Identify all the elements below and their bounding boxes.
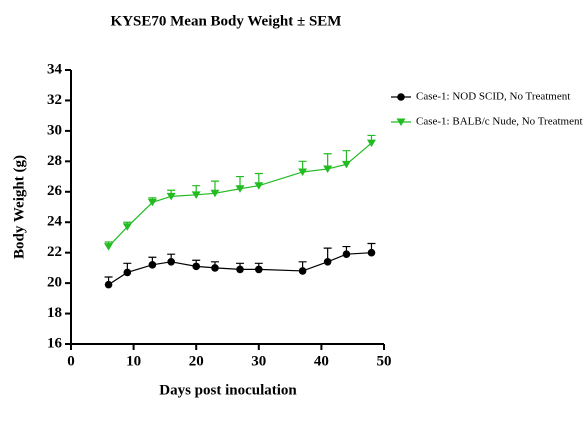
marker [254, 265, 263, 274]
y-tick-label: 28 [47, 153, 62, 169]
legend-marker [397, 93, 405, 101]
marker [123, 268, 132, 277]
x-tick-label: 50 [377, 353, 392, 369]
marker [298, 168, 308, 176]
marker [122, 223, 132, 231]
marker [191, 191, 201, 199]
marker [367, 248, 376, 257]
marker [298, 267, 307, 275]
marker [254, 182, 264, 190]
marker [236, 265, 244, 274]
marker [147, 198, 157, 207]
y-tick-label: 32 [47, 92, 62, 108]
marker [104, 280, 113, 289]
x-tick-label: 20 [189, 353, 204, 369]
marker [341, 160, 351, 169]
y-tick-label: 24 [47, 214, 63, 230]
legend-label: Case-1: NOD SCID, No Treatment [416, 91, 570, 103]
y-tick-label: 26 [47, 183, 63, 199]
y-tick-label: 18 [47, 305, 62, 321]
legend-marker [396, 118, 406, 126]
series-line [108, 142, 372, 247]
legend-label: Case-1: BALB/c Nude, No Treatment [416, 116, 583, 128]
marker [167, 258, 175, 266]
marker [104, 243, 114, 251]
y-tick-label: 34 [47, 61, 63, 77]
y-tick-label: 20 [47, 275, 62, 291]
x-tick-label: 10 [126, 353, 141, 369]
marker [211, 264, 219, 272]
marker [323, 165, 333, 173]
x-tick-label: 40 [314, 353, 329, 369]
x-tick-label: 0 [67, 353, 75, 369]
marker [148, 261, 157, 269]
x-tick-label: 30 [251, 353, 266, 369]
marker [342, 250, 351, 258]
y-tick-label: 30 [47, 122, 62, 138]
y-tick-label: 16 [47, 335, 63, 351]
marker [235, 185, 245, 193]
chart-title: KYSE70 Mean Body Weight ± SEM [111, 13, 342, 29]
y-tick-label: 22 [47, 244, 62, 260]
marker [210, 189, 220, 198]
marker [366, 139, 376, 148]
marker [323, 258, 332, 266]
y-axis-label: Body Weight (g) [11, 155, 27, 259]
marker [166, 192, 176, 201]
x-axis-label: Days post inoculation [159, 382, 297, 398]
marker [192, 262, 200, 271]
